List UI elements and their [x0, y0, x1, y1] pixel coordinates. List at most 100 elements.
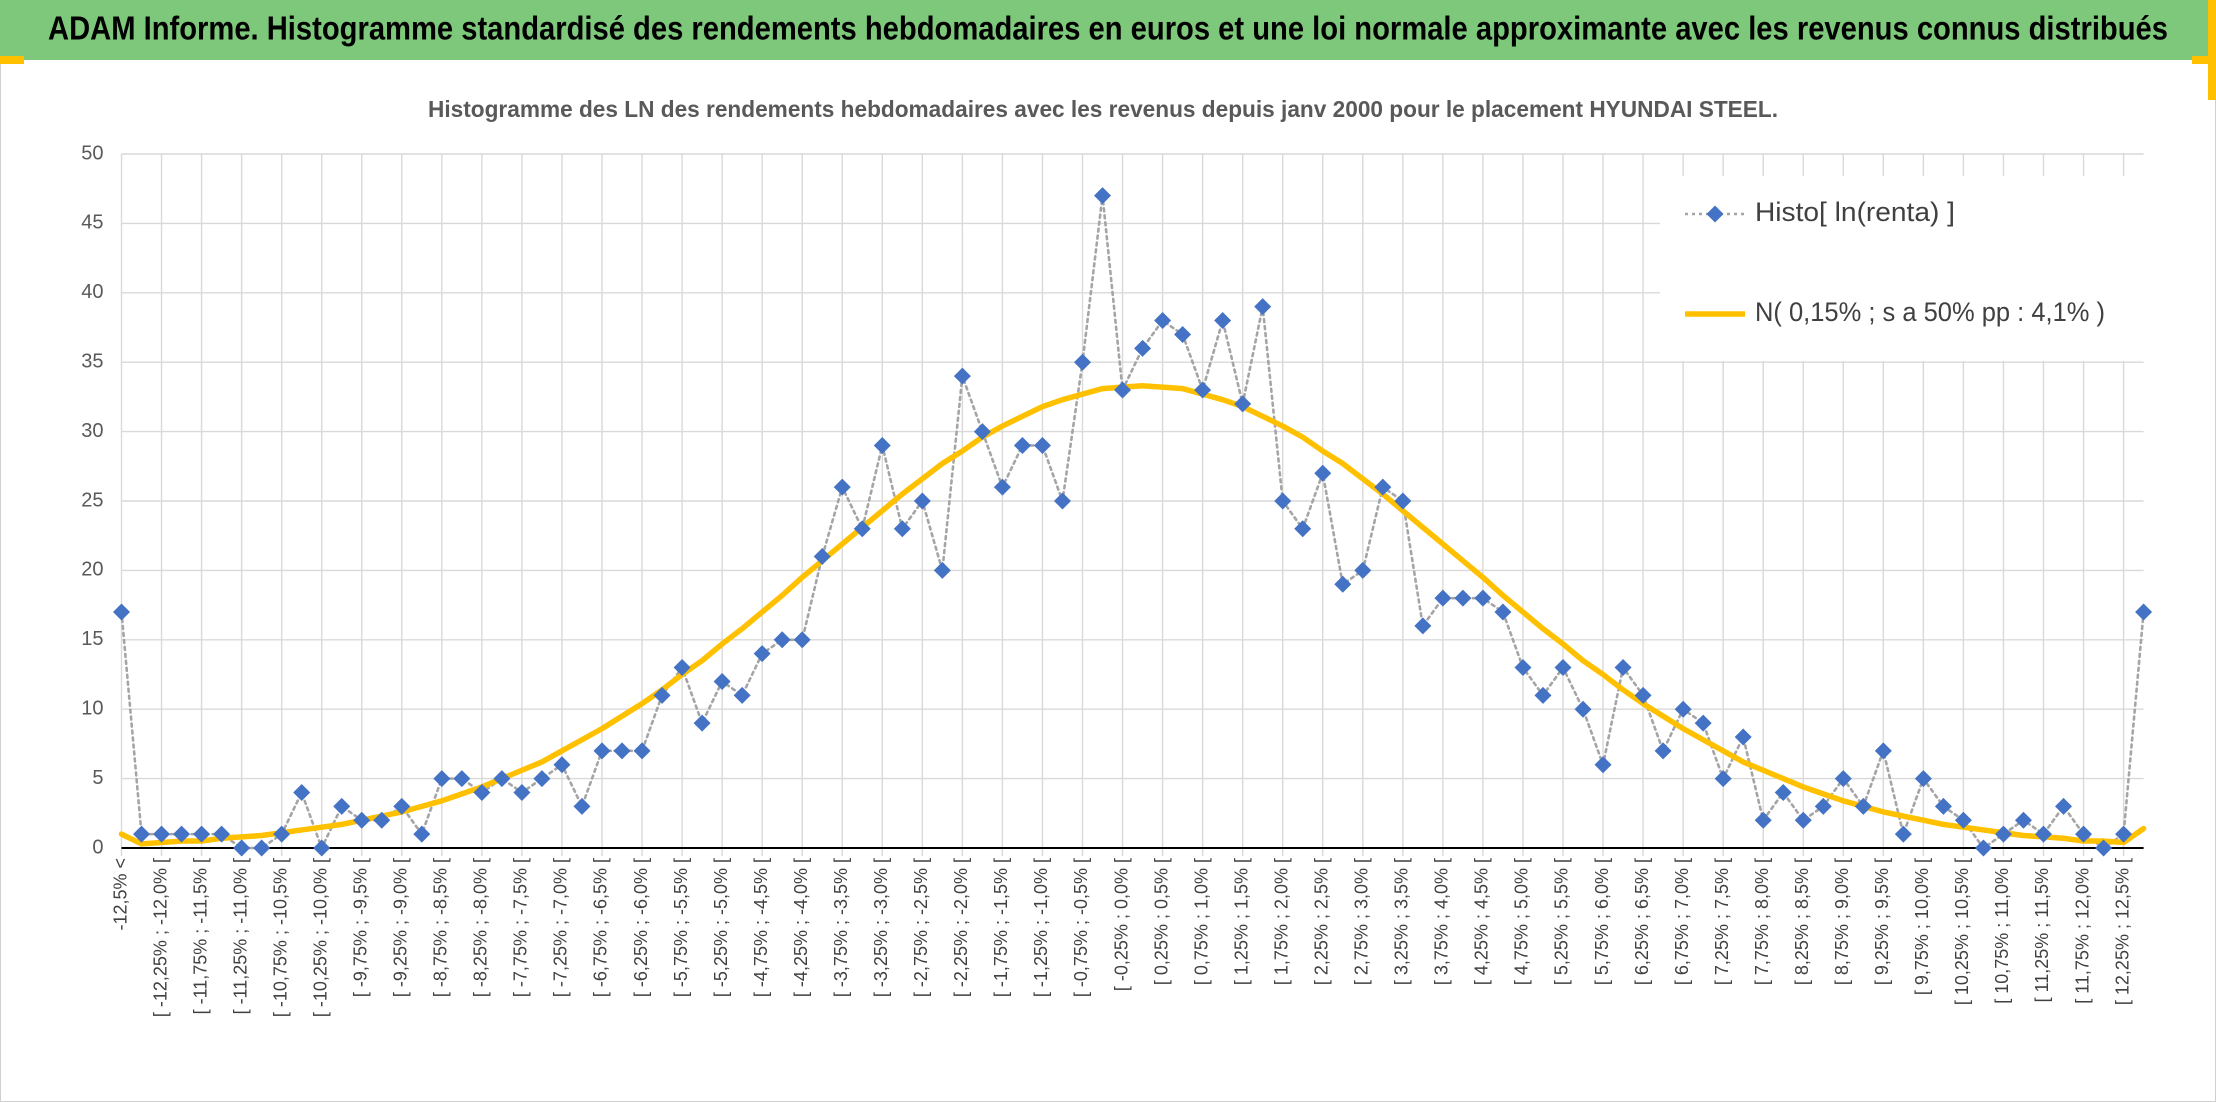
x-tick-label: [ -5,25% ; -5,0% [: [711, 858, 731, 997]
data-marker: [193, 825, 211, 843]
x-tick-label: [ -0,25% ; 0,0% [: [1111, 858, 1131, 991]
data-marker: [773, 631, 791, 649]
y-tick-label: 35: [81, 350, 103, 372]
data-marker: [1334, 575, 1352, 593]
x-tick-label: [ 2,75% ; 3,0% [: [1352, 858, 1372, 985]
x-tick-label: [ -11,75% ; -11,5% [: [190, 858, 210, 1014]
x-tick-label: [ -12,25% ; -12,0% [: [150, 858, 170, 1017]
y-tick-label: 45: [81, 212, 103, 234]
data-marker: [1274, 492, 1292, 510]
data-marker: [1013, 436, 1031, 454]
legend-label: N( 0,15% ; s a 50% pp : 4,1% ): [1755, 297, 2105, 327]
data-marker: [733, 686, 751, 704]
x-tick-label: [ 7,25% ; 7,5% [: [1712, 858, 1732, 985]
data-marker: [373, 811, 391, 829]
data-marker: [593, 742, 611, 760]
x-tick-label: [ 1,25% ; 1,5% [: [1231, 858, 1251, 985]
x-tick-label: [ -7,25% ; -7,0% [: [551, 858, 571, 997]
data-marker: [1194, 381, 1212, 399]
data-marker: [513, 783, 531, 801]
data-marker: [2034, 825, 2052, 843]
x-tick-label: [ 1,75% ; 2,0% [: [1271, 858, 1291, 985]
data-marker: [1794, 811, 1812, 829]
data-marker: [1534, 686, 1552, 704]
data-marker: [933, 561, 951, 579]
data-marker: [133, 825, 151, 843]
data-marker: [1954, 811, 1972, 829]
data-marker: [1894, 825, 1912, 843]
data-marker: [453, 770, 471, 788]
data-marker: [1674, 700, 1692, 718]
data-marker: [1814, 797, 1832, 815]
x-tick-label: [ -6,75% ; -6,5% [: [591, 858, 611, 997]
x-tick-label: [ 6,25% ; 6,5% [: [1632, 858, 1652, 985]
x-tick-label: [ -2,25% ; -2,0% [: [951, 858, 971, 997]
data-marker: [2095, 839, 2113, 857]
x-tick-label: [ 11,25% ; 11,5% [: [2032, 858, 2052, 1002]
data-marker: [413, 825, 431, 843]
data-marker: [853, 520, 871, 538]
x-tick-label: [ -0,75% ; -0,5% [: [1071, 858, 1091, 997]
grid-layer: 0 5 10 15 20 25 30 35 40 45 50 -12,5% < [ -12,25% ; …: [81, 142, 2144, 1017]
data-marker: [713, 672, 731, 690]
data-marker: [1834, 770, 1852, 788]
y-tick-label: 10: [81, 697, 103, 719]
x-tick-label: [ 5,25% ; 5,5% [: [1552, 858, 1572, 985]
x-tick-label: [ -5,75% ; -5,5% [: [671, 858, 691, 997]
x-tick-label: [ 7,75% ; 8,0% [: [1752, 858, 1772, 985]
x-tick-label: [ -1,25% ; -1,0% [: [1031, 858, 1051, 997]
data-marker: [253, 839, 271, 857]
x-tick-label: [ 4,75% ; 5,0% [: [1512, 858, 1532, 985]
x-tick-label: [ 5,75% ; 6,0% [: [1592, 858, 1612, 985]
x-tick-label: [ 9,25% ; 9,5% [: [1872, 858, 1892, 985]
data-marker: [1234, 395, 1252, 413]
data-marker: [673, 659, 691, 677]
data-marker: [1294, 520, 1312, 538]
x-tick-label: [ 6,75% ; 7,0% [: [1672, 858, 1692, 985]
data-marker: [1094, 187, 1112, 205]
data-marker: [1754, 811, 1772, 829]
data-marker: [1394, 492, 1412, 510]
corner-accent: [2192, 56, 2216, 64]
x-tick-label: [ 0,75% ; 1,0% [: [1191, 858, 1211, 985]
data-marker: [653, 686, 671, 704]
data-marker: [993, 478, 1011, 496]
data-marker: [1434, 589, 1452, 607]
data-marker: [153, 825, 171, 843]
data-marker: [333, 797, 351, 815]
data-marker: [833, 478, 851, 496]
edge-accent: [2208, 0, 2216, 100]
data-marker: [1634, 686, 1652, 704]
x-tick-label: [ -7,75% ; -7,5% [: [511, 858, 531, 997]
data-marker: [313, 839, 331, 857]
x-tick-label: [ -3,75% ; -3,5% [: [831, 858, 851, 997]
x-tick-label: [ -11,25% ; -11,0% [: [230, 858, 250, 1014]
x-tick-label: -12,5% <: [110, 858, 130, 931]
data-marker: [1694, 714, 1712, 732]
data-marker: [813, 548, 831, 566]
data-marker: [233, 839, 251, 857]
legend: Histo[ ln(renta) ] N( 0,15% ; s a 50% pp …: [1660, 176, 2150, 361]
data-layer: [113, 187, 2153, 857]
data-marker: [1654, 742, 1672, 760]
x-tick-label: [ -2,75% ; -2,5% [: [911, 858, 931, 997]
data-marker: [1154, 312, 1172, 330]
data-marker: [1914, 770, 1932, 788]
data-marker: [753, 645, 771, 663]
data-marker: [1174, 325, 1192, 343]
data-marker: [1053, 492, 1071, 510]
y-tick-label: 30: [81, 420, 103, 442]
data-marker: [1354, 561, 1372, 579]
x-tick-label: [ 9,75% ; 10,0% [: [1912, 858, 1932, 995]
x-tick-label: [ -6,25% ; -6,0% [: [631, 858, 651, 997]
data-marker: [273, 825, 291, 843]
legend-box: [1660, 176, 2150, 361]
x-tick-label: [ 8,75% ; 9,0% [: [1832, 858, 1852, 985]
data-marker: [2115, 825, 2133, 843]
corner-accent: [0, 56, 24, 64]
x-tick-label: [ -8,75% ; -8,5% [: [431, 858, 451, 997]
data-marker: [353, 811, 371, 829]
x-tick-label: [ 10,75% ; 11,0% [: [1992, 858, 2012, 1004]
data-marker: [973, 423, 991, 441]
x-tick-label: [ -10,25% ; -10,0% [: [310, 858, 330, 1017]
